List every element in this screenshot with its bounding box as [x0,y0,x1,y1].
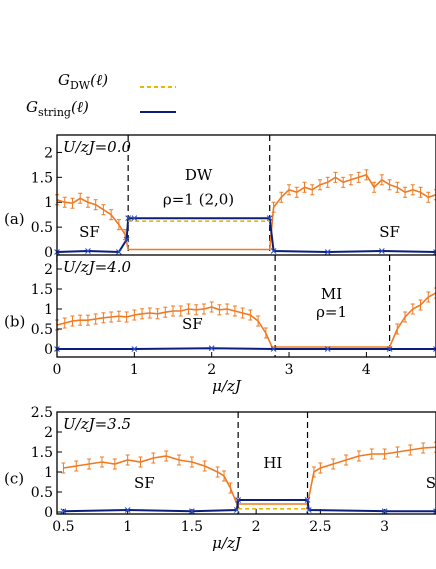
y-tick-label: 0.5 [31,220,53,236]
x-tick-label: 2.5 [309,519,331,535]
y-tick-label: 2 [44,145,53,161]
panel-label: (b) [4,312,25,330]
x-tick-label: 3 [285,362,294,378]
y-tick-label: 2 [44,262,53,278]
legend-label-dw: GDW(ℓ) [58,71,108,92]
x-tick-label: 4 [362,362,371,378]
x-tick-label: 1.5 [181,519,203,535]
legend-label-string: Gstring(ℓ) [26,98,89,119]
x-tick-label: 2 [252,519,261,535]
y-tick-label: 1.5 [31,170,53,186]
x-axis-label: μ/zJ [212,377,242,395]
region-label: SF [182,315,203,333]
region-label: MI [321,285,342,303]
y-tick-label: 1.5 [31,282,53,298]
parameter-label: U/zJ=4.0 [63,258,131,276]
x-tick-label: 1 [123,519,132,535]
panel-label: (c) [4,469,24,487]
y-tick-label: 0.5 [31,485,53,501]
y-tick-label: 1 [44,465,53,481]
chart-panel-1: 0 0.5 1 1.5 2 SF DW ρ=1 (2,0) SF U/zJ=0.0 (a) [4,135,436,262]
x-tick-label: 2 [207,362,216,378]
y-tick-label: 0 [44,245,53,261]
region-label: SF [134,474,155,492]
y-tick-label: 2 [44,425,53,441]
region-label: S [426,474,436,492]
region-label: ρ=1 (2,0) [163,191,234,209]
region-label: SF [79,223,100,241]
legend: GDW(ℓ) Gstring(ℓ) [26,71,176,119]
y-tick-label: 0 [44,342,53,358]
x-tick-label: 0 [53,362,62,378]
region-label: HI [263,454,282,472]
x-tick-label: 0.5 [52,519,74,535]
x-tick-label: 1 [130,362,139,378]
parameter-label: U/zJ=0.0 [63,138,131,156]
y-tick-label: 2.5 [31,405,53,421]
panel-label: (a) [4,210,25,228]
series-line-2 [57,348,436,349]
y-tick-label: 1 [44,302,53,318]
x-axis-label: μ/zJ [212,534,242,552]
y-tick-label: 1.5 [31,445,53,461]
y-tick-label: 1 [44,195,53,211]
region-label: SF [379,223,400,241]
parameter-label: U/zJ=3.5 [63,415,131,433]
y-tick-label: 0.5 [31,322,53,338]
region-label: ρ=1 [316,303,347,321]
region-label: DW [185,166,213,184]
x-tick-label: 3 [380,519,389,535]
chart-panel-2: 0 0.5 1 1.5 2 0 1 2 3 4 SF MIρ=1 U/zJ=4.0 (b) μ/zJ [4,255,436,395]
